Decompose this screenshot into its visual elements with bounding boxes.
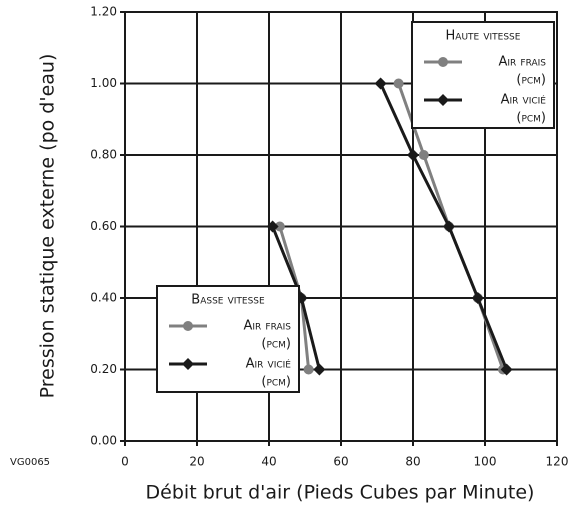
x-tick-label: 60 bbox=[333, 455, 348, 469]
data-point bbox=[374, 77, 387, 90]
data-point bbox=[313, 363, 326, 376]
data-point bbox=[274, 221, 285, 232]
data-point bbox=[303, 364, 314, 375]
legend-unit: (pcm) bbox=[516, 111, 546, 126]
data-point bbox=[407, 149, 419, 161]
y-tick-label: 0.20 bbox=[90, 362, 117, 376]
data-point bbox=[500, 363, 513, 376]
legend-unit: (pcm) bbox=[261, 375, 291, 390]
y-axis-title: Pression statique externe (po d'eau) bbox=[37, 54, 59, 399]
x-tick-label: 100 bbox=[474, 455, 497, 469]
data-point bbox=[443, 220, 455, 233]
legend-title: Haute vitesse bbox=[446, 29, 521, 44]
data-point bbox=[393, 78, 404, 89]
legend-label: Air frais bbox=[498, 55, 546, 70]
legend-label: Air vicié bbox=[246, 357, 292, 372]
y-tick-label: 1.00 bbox=[90, 76, 117, 90]
legend-unit: (pcm) bbox=[261, 337, 291, 352]
y-tick-label: 0.80 bbox=[90, 148, 117, 162]
legend-title: Basse vitesse bbox=[191, 293, 265, 308]
legend-marker bbox=[183, 321, 193, 331]
legend-marker bbox=[437, 94, 449, 106]
x-tick-label: 20 bbox=[189, 455, 204, 469]
legend-unit: (pcm) bbox=[516, 73, 546, 88]
x-tick-label: 80 bbox=[405, 455, 420, 469]
x-axis-title: Débit brut d'air (Pieds Cubes par Minute… bbox=[146, 482, 535, 504]
data-point bbox=[418, 150, 429, 160]
legend-box bbox=[156, 285, 300, 393]
y-tick-label: 1.20 bbox=[90, 5, 117, 19]
legend-label: Air frais bbox=[243, 319, 291, 334]
x-tick-label: 0 bbox=[121, 455, 129, 469]
data-point bbox=[471, 292, 484, 304]
legend-label: Air vicié bbox=[501, 93, 547, 108]
x-tick-label: 120 bbox=[546, 455, 569, 469]
legend-marker bbox=[182, 358, 194, 370]
x-tick-label: 40 bbox=[261, 455, 276, 469]
figure-id: VG0065 bbox=[10, 457, 50, 468]
y-tick-label: 0.40 bbox=[90, 291, 117, 305]
y-tick-label: 0.60 bbox=[90, 219, 117, 233]
y-tick-label: 0.00 bbox=[90, 434, 117, 448]
data-point bbox=[266, 220, 279, 233]
legend-marker bbox=[438, 57, 448, 67]
legend-box bbox=[411, 21, 555, 129]
